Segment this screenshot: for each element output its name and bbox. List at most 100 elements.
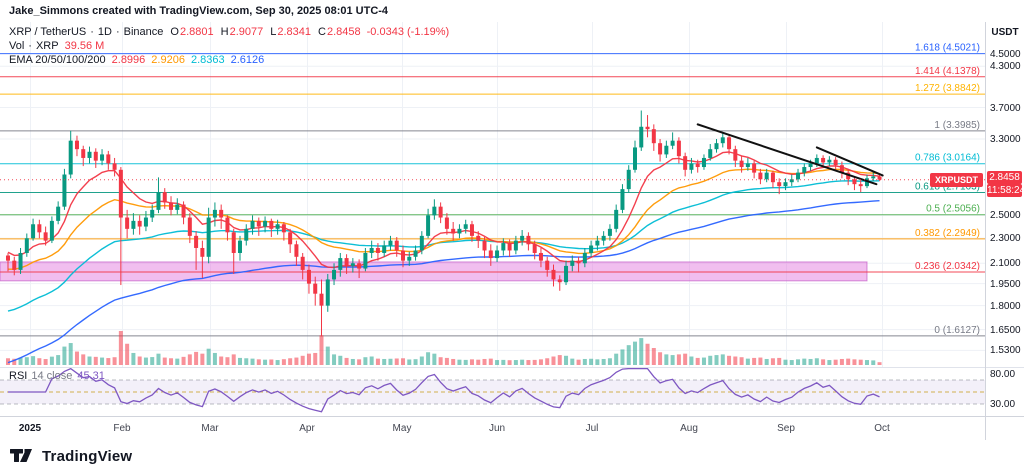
- rsi-axis-label: 30.00: [990, 399, 1016, 410]
- candle-body: [444, 217, 449, 229]
- candle-body: [143, 217, 148, 227]
- trendline-1[interactable]: [696, 123, 878, 186]
- volume-bar: [789, 360, 794, 365]
- candle-body: [200, 247, 205, 257]
- volume-bar: [758, 357, 763, 365]
- volume-bar: [187, 354, 192, 365]
- ema100-line[interactable]: [7, 180, 880, 312]
- candle-body: [118, 169, 123, 218]
- time-scale-axis[interactable]: 2025 Feb Mar Apr May Jun Jul Aug Sep Oct: [0, 416, 1024, 441]
- trendline-2[interactable]: [815, 146, 884, 177]
- ema-legend-row[interactable]: EMA 20/50/100/200 2.8996 2.9206 2.8363 2.612…: [9, 53, 449, 67]
- time-axis-label: Oct: [874, 423, 890, 434]
- time-axis-label: Sep: [777, 423, 795, 434]
- volume-bar: [143, 357, 148, 365]
- volume-bar: [56, 355, 61, 365]
- candle-body: [357, 263, 362, 269]
- low-label: L: [270, 26, 277, 38]
- fib-label-0: 0 (1.6127): [934, 325, 980, 336]
- volume-bar: [212, 352, 217, 365]
- time-axis-label: May: [392, 423, 412, 434]
- candle-body: [369, 247, 374, 253]
- candle-body: [419, 235, 424, 251]
- candle-body: [495, 250, 500, 259]
- candle-body: [827, 159, 832, 163]
- candle-body: [601, 235, 606, 241]
- rsi-line[interactable]: [8, 368, 880, 413]
- ema50-line[interactable]: [8, 168, 880, 270]
- candle-body: [670, 140, 675, 146]
- fib-label-1.414: 1.414 (4.1378): [915, 66, 980, 77]
- bar-countdown-badge: 11:58:24: [987, 183, 1024, 197]
- candle-body: [150, 209, 155, 218]
- candle-body: [332, 269, 337, 280]
- price-axis-label: 3.3000: [990, 133, 1021, 145]
- symbol-title[interactable]: XRP / TetherUS: [9, 26, 87, 38]
- price-chart-canvas[interactable]: 1.618 (4.5021) 1.414 (4.1378) 1.272 (3.884…: [0, 22, 985, 367]
- candle-body: [87, 151, 92, 158]
- exchange-label[interactable]: Binance: [123, 26, 164, 38]
- volume-bar: [407, 359, 412, 365]
- candle-body: [338, 258, 343, 270]
- time-axis-label: Jul: [585, 423, 599, 434]
- volume-bar: [100, 357, 105, 365]
- tradingview-logo-icon[interactable]: [10, 448, 35, 466]
- price-scale-axis[interactable]: USDT 2.8458 11:58:24 4.5000 4.3000 3.7000 3…: [985, 22, 1024, 440]
- rsi-pane-canvas[interactable]: [0, 368, 985, 416]
- volume-bar: [62, 346, 67, 365]
- ema100-value: 2.8363: [190, 54, 225, 66]
- symbol-legend-row[interactable]: XRP / TetherUS · 1D · Binance O2.8801 H2.9077 L…: [9, 26, 450, 38]
- volume-bar: [401, 358, 406, 365]
- candle-body: [532, 244, 537, 253]
- candle-body: [852, 179, 857, 185]
- volume-bar: [74, 351, 79, 365]
- volume-bar: [250, 358, 255, 365]
- volume-bar: [24, 357, 29, 365]
- volume-bar: [413, 359, 418, 365]
- candle-body: [520, 235, 525, 241]
- candle-body: [777, 182, 782, 187]
- fib-label-0.236: 0.236 (2.0342): [915, 261, 980, 272]
- fib-label-1.618: 1.618 (4.5021): [915, 43, 980, 54]
- ema200-line[interactable]: [7, 200, 880, 364]
- candle-body: [375, 247, 380, 253]
- volume-bar: [683, 353, 688, 365]
- candle-body: [476, 235, 481, 241]
- candle-body: [125, 217, 130, 229]
- price-axis-label: 1.9500: [990, 278, 1021, 290]
- ema50-value: 2.9206: [151, 54, 185, 66]
- highlight-zone[interactable]: [0, 261, 868, 282]
- interval-label[interactable]: 1D: [97, 26, 112, 38]
- volume-bar: [601, 358, 606, 365]
- tradingview-wordmark[interactable]: TradingView: [42, 448, 133, 465]
- high-label: H: [220, 26, 229, 38]
- rsi-legend-row[interactable]: RSI 14 close 45.31: [9, 370, 105, 382]
- volume-bar: [507, 360, 512, 365]
- fib-label-0.618: 0.618 (2.7163): [915, 182, 980, 193]
- volume-bar: [651, 348, 656, 365]
- volume-bar: [388, 358, 393, 365]
- pane-separator[interactable]: [0, 367, 1024, 368]
- volume-legend-row[interactable]: Vol · XRP 39.56 M: [9, 40, 105, 52]
- volume-bar: [332, 354, 337, 365]
- price-scale-currency[interactable]: USDT: [991, 27, 1019, 38]
- candle-body: [633, 147, 637, 170]
- volume-bar: [12, 358, 17, 365]
- volume-bar: [263, 359, 268, 365]
- volume-bar: [708, 355, 713, 365]
- volume-bar: [175, 358, 180, 365]
- volume-bar: [49, 356, 54, 365]
- candle-body: [194, 235, 199, 248]
- candle-body: [614, 209, 619, 229]
- volume-bar: [350, 358, 355, 365]
- volume-bar: [156, 353, 161, 365]
- candle-body: [482, 240, 487, 251]
- candle-body: [752, 163, 757, 173]
- rsi-axis-label: 80.00: [990, 369, 1016, 380]
- change-value: -0.0343 (-1.19%): [366, 26, 450, 38]
- volume-bar: [256, 359, 261, 365]
- rsi-label: RSI: [9, 370, 28, 382]
- volume-bar: [269, 359, 274, 365]
- volume-bar: [714, 355, 719, 365]
- candle-body: [288, 232, 293, 245]
